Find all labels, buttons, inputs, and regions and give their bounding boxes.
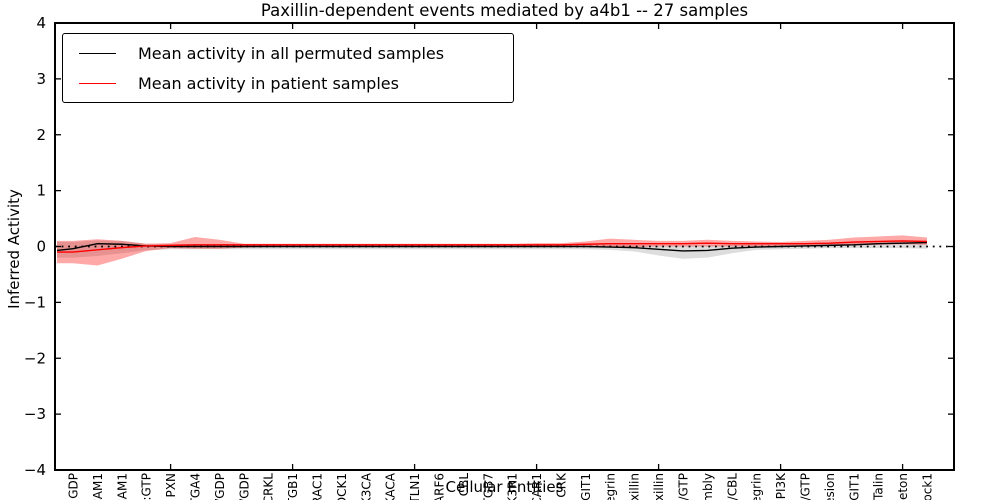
category-label: VCAM1 xyxy=(91,473,105,500)
category-label: PIK3CA xyxy=(359,472,373,500)
permuted-mean-line xyxy=(56,241,928,252)
patient-band xyxy=(57,235,927,266)
category-label: GIT1 xyxy=(579,473,593,500)
y-tick-label: 0 xyxy=(36,238,46,256)
y-tick-label: −1 xyxy=(24,293,46,311)
category-label: Rac1/GTP xyxy=(677,473,691,500)
y-tick-label: −4 xyxy=(24,461,46,479)
x-axis-label: Cellular Entities xyxy=(445,478,564,496)
y-tick-label: −2 xyxy=(24,349,46,367)
legend-label-permuted: Mean activity in all permuted samples xyxy=(138,43,445,63)
y-tick-label: 2 xyxy=(36,126,46,144)
category-label: PIK3R1 xyxy=(506,473,520,500)
category-label: Rac1/GDP xyxy=(213,473,227,500)
category-label: ITGB1 xyxy=(286,473,300,500)
category-label: RAC1 xyxy=(311,473,325,500)
y-tick-label: 4 xyxy=(36,14,46,32)
patient-line-icon xyxy=(79,82,116,84)
category-label: CRKL xyxy=(262,473,276,500)
category-label: cell adhesion xyxy=(823,473,837,500)
category-label: mol:GDP xyxy=(67,473,81,500)
y-tick-label: −3 xyxy=(24,405,46,423)
category-label: alpha4/beta1 Integrin/Paxillin/VCAM1 xyxy=(115,473,129,500)
category-label: CRK xyxy=(555,472,569,498)
category-label: alpha4/beta1 Integrin/Paxillin xyxy=(628,473,642,500)
y-tick-label: 1 xyxy=(36,182,46,200)
category-label: lamellipodium assembly xyxy=(701,473,715,500)
category-label: BCAR1 xyxy=(530,473,544,500)
category-label: p130Cas/Crk/Dock1 xyxy=(921,473,935,500)
legend: Mean activity in all permuted samples Me… xyxy=(62,33,514,103)
permuted-line-icon xyxy=(79,52,116,54)
category-label: alpha4/beta7 Integrin xyxy=(603,473,617,500)
legend-label-patient: Mean activity in patient samples xyxy=(138,73,399,93)
category-label: alpha4/beta1 Integrin/Paxillin/Talin xyxy=(872,473,886,500)
category-label: PXN xyxy=(164,473,178,497)
category-label: ARF6/GTP xyxy=(799,473,813,500)
category-label: alpha4/beta1 Integrin/Paxillin/GIT1 xyxy=(847,473,861,500)
legend-item-patient: Mean activity in patient samples xyxy=(79,71,503,95)
category-label: CRKL/CBL xyxy=(725,473,739,500)
category-label: ITGB7 xyxy=(481,473,495,500)
category-label: ARF6/GDP xyxy=(237,473,251,500)
category-label: PI3K xyxy=(774,472,788,499)
category-label: alpha4/beta7 Integrin/Paxillin xyxy=(652,473,666,500)
category-label: mol:GTP xyxy=(140,473,154,500)
chart-title: Paxillin-dependent events mediated by a4… xyxy=(260,1,749,20)
category-label: PRKACA xyxy=(384,472,398,500)
category-label: CBL xyxy=(457,473,471,497)
category-label: DOCK1 xyxy=(335,473,349,500)
category-label: ITGA4 xyxy=(189,473,203,500)
patient-mean-line xyxy=(56,240,928,253)
category-label: alpha4/beta1 Integrin xyxy=(750,473,764,500)
legend-item-permuted: Mean activity in all permuted samples xyxy=(79,41,503,65)
y-tick-label: 3 xyxy=(36,70,46,88)
category-label: alpha4/beta1 Integrin/Paxillin/Talin/Act… xyxy=(896,473,910,500)
category-label: TLN1 xyxy=(408,473,422,500)
category-label: ARF6 xyxy=(433,473,447,500)
